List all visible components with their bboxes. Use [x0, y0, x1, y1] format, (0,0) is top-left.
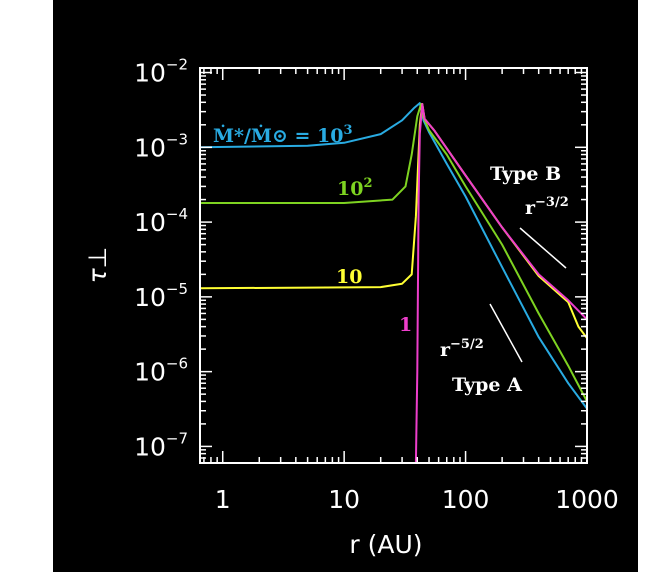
slope-a-label: r−5/2 [440, 337, 484, 361]
series-layer [199, 102, 588, 464]
plot-frame [199, 67, 588, 464]
series-label-10: 10 [336, 266, 362, 288]
series-line-4 [414, 103, 588, 464]
x-tick-label: 10 [328, 485, 360, 514]
y-tick-label: 10−6 [134, 355, 188, 387]
series-line-1 [199, 102, 588, 410]
series-label-1: 1 [399, 314, 412, 336]
plot-panel [53, 0, 638, 572]
x-axis-label: r (AU) [349, 530, 422, 559]
slope-b-guide [519, 227, 567, 269]
tick-layer: 1 10 100 1000 10−7 10−6 10−5 10−4 10−3 10−2 [134, 56, 619, 514]
y-tick-label: 10−7 [134, 429, 188, 461]
series-label-1000: Ṁ*/Ṁ⊙ = 103 [213, 123, 353, 147]
x-tick-label: 1 [215, 485, 231, 514]
y-tick-label: 10−3 [134, 130, 188, 162]
series-label-100: 102 [337, 176, 373, 200]
series-line-2 [200, 103, 588, 402]
y-tick-label: 10−4 [134, 205, 188, 237]
type-a-label: Type A [452, 374, 522, 396]
slope-a-guide [489, 303, 523, 363]
y-tick-label: 10−5 [134, 280, 188, 312]
y-axis-label: τ⊥ [83, 247, 112, 284]
type-b-label: Type B [490, 163, 561, 185]
x-tick-label: 100 [442, 485, 490, 514]
y-tick-label: 10−2 [134, 56, 188, 88]
slope-b-label: r−3/2 [525, 195, 569, 219]
x-tick-label: 1000 [555, 485, 619, 514]
